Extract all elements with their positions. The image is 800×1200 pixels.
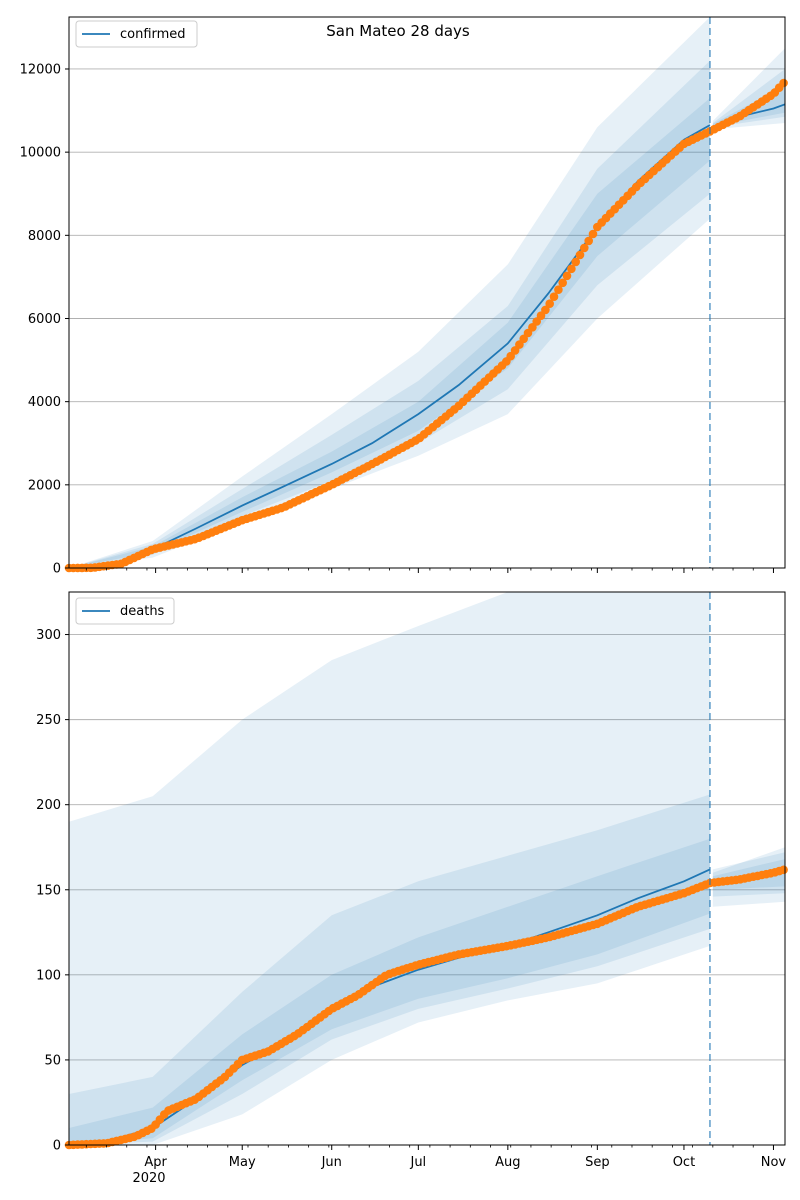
confirmed-panel: 0 2000 4000 6000 8000 10000 12000 confirmed [20, 16, 788, 577]
legend-label-confirmed: confirmed [120, 27, 186, 42]
x-tick-label: Oct [673, 1155, 695, 1170]
confirmed-observed-point [554, 285, 563, 295]
legend-box [75, 20, 198, 48]
x-tick-label: Jul [409, 1155, 426, 1170]
confirmed-y-tick-label: 4000 [28, 395, 61, 410]
chart-title: San Mateo 28 days [326, 22, 470, 40]
confirmed-legend: confirmed [75, 20, 198, 48]
confirmed-y-tick-label: 0 [53, 562, 61, 577]
deaths-y-tick-label: 150 [36, 883, 61, 898]
deaths-y-tick-label: 300 [36, 628, 61, 643]
legend-box [75, 597, 175, 625]
deaths-observed-point [779, 865, 788, 875]
confirmed-observed-point [545, 299, 554, 309]
legend-label-deaths: deaths [120, 604, 165, 619]
confirmed-axes-frame [68, 16, 786, 569]
deaths-axes-frame [68, 591, 786, 1146]
x-tick-label: Aug [495, 1155, 520, 1170]
confirmed-middle-band-forecast [712, 69, 785, 128]
confirmed-observed-point [571, 257, 580, 267]
x-year-label: 2020 [132, 1171, 165, 1186]
confirmed-observed-point [588, 229, 598, 239]
x-tick-label: Jun [321, 1155, 342, 1170]
confirmed-observed-point [541, 305, 550, 315]
confirmed-observed-point [562, 271, 572, 281]
x-tick-label: Sep [585, 1155, 610, 1170]
deaths-y-tick-label: 0 [53, 1139, 61, 1154]
confirmed-y-tick-label: 2000 [28, 478, 61, 493]
deaths-outer-band-fit [69, 592, 710, 1145]
confirmed-observed-point [558, 278, 567, 288]
confirmed-observed-point [779, 78, 788, 88]
deaths-panel: 0 50 100 150 200 250 300 Apr May Jun Jul Aug Sep Oct N… [36, 591, 788, 1170]
deaths-model-line [68, 868, 711, 1146]
deaths-y-tick-label: 250 [36, 713, 61, 728]
x-tick-label: Nov [761, 1155, 787, 1170]
confirmed-observed-point [575, 250, 585, 260]
confirmed-y-tick-label: 6000 [28, 312, 61, 327]
deaths-observed-points [64, 865, 788, 1150]
confirmed-y-tick-label: 10000 [20, 146, 61, 161]
deaths-y-tick-label: 200 [36, 798, 61, 813]
x-tick-label: Apr [144, 1155, 167, 1170]
confirmed-observed-point [584, 236, 593, 246]
confirmed-observed-point [567, 264, 576, 274]
deaths-legend: deaths [75, 597, 175, 625]
x-tick-label: May [229, 1155, 256, 1170]
confirmed-y-tick-label: 12000 [20, 62, 61, 77]
confirmed-y-tick-label: 8000 [28, 229, 61, 244]
deaths-axes: 0 50 100 150 200 250 300 Apr May Jun Jul Aug Sep Oct N… [36, 591, 787, 1170]
confirmed-observed-points [64, 78, 788, 573]
confirmed-observed-point [580, 243, 589, 253]
confirmed-observed-point [549, 292, 559, 302]
deaths-y-tick-label: 100 [36, 968, 61, 983]
deaths-y-tick-label: 50 [44, 1053, 61, 1068]
confirmed-outer-band-forecast [712, 48, 785, 130]
confirmed-axes: 0 2000 4000 6000 8000 10000 12000 [20, 16, 786, 577]
